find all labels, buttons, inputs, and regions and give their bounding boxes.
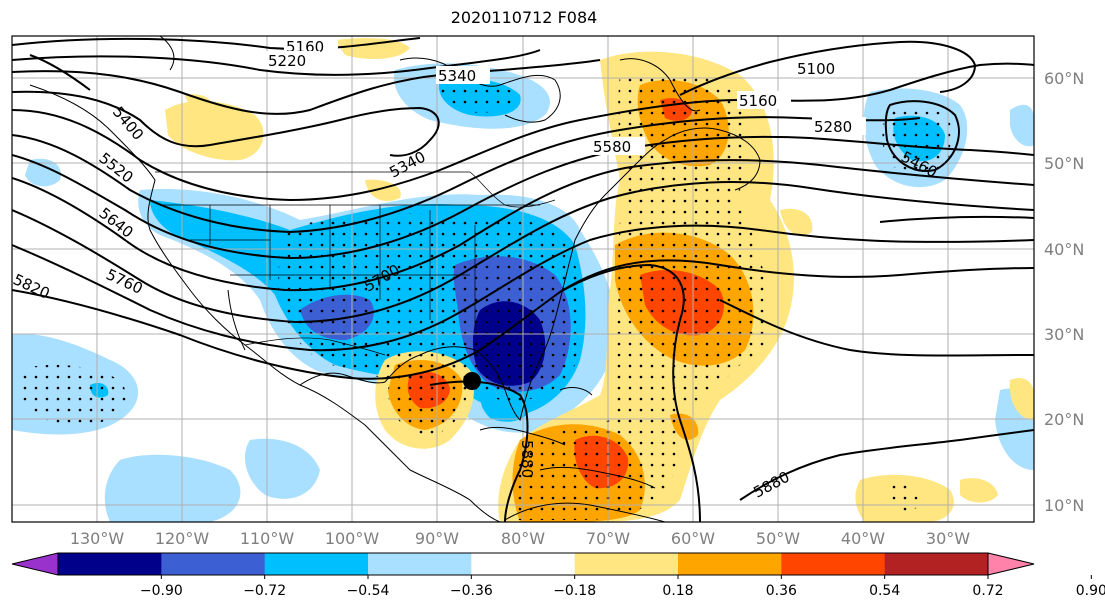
lat-tick-label: 10°N	[1044, 496, 1084, 515]
colorbar-segments	[58, 553, 989, 575]
colorbar: −0.90 −0.72 −0.54 −0.36 −0.18 0.18 0.36 0.54 0.7…	[11, 552, 1105, 599]
latitude-ticks: 60°N 50°N 40°N 30°N 20°N 10°N	[1044, 69, 1084, 515]
colorbar-segment	[884, 553, 989, 575]
colorbar-segment	[161, 553, 266, 575]
colorbar-tick-label: 0.90	[1076, 583, 1105, 599]
lat-tick-label: 60°N	[1044, 69, 1084, 88]
lon-tick-label: 60°W	[671, 529, 715, 548]
colorbar-tick-label: −0.36	[450, 583, 493, 599]
map-title: 2020110712 F084	[450, 8, 598, 27]
lon-tick-label: 110°W	[240, 529, 295, 548]
height-contours	[12, 37, 1034, 522]
colorbar-segment	[58, 553, 162, 575]
storm-center-marker	[463, 372, 481, 390]
colorbar-tick-label: −0.90	[140, 583, 183, 599]
lat-tick-label: 20°N	[1044, 410, 1084, 429]
colorbar-tick-label: 0.54	[869, 583, 900, 599]
contour-label: 5880	[518, 440, 536, 478]
colorbar-segment	[264, 553, 369, 575]
lon-tick-label: 120°W	[155, 529, 210, 548]
gridlines	[12, 36, 1034, 522]
contour-label: 5160	[739, 92, 777, 110]
lon-tick-label: 30°W	[926, 529, 970, 548]
lat-tick-label: 50°N	[1044, 154, 1084, 173]
contour-label: 5580	[593, 138, 631, 156]
colorbar-tick-label: 0.36	[766, 583, 797, 599]
lat-tick-label: 40°N	[1044, 240, 1084, 259]
lon-tick-label: 70°W	[586, 529, 630, 548]
political-borders	[155, 171, 556, 356]
contour-label: 5340	[438, 67, 476, 85]
colorbar-tick-label: −0.72	[243, 583, 286, 599]
colorbar-tick-label: 0.72	[972, 583, 1003, 599]
colorbar-segment	[471, 553, 576, 575]
colorbar-segment	[574, 553, 679, 575]
colorbar-tick-label: −0.18	[553, 583, 596, 599]
colorbar-segment	[678, 553, 782, 575]
lon-tick-label: 100°W	[325, 529, 380, 548]
colorbar-ticks: −0.90 −0.72 −0.54 −0.36 −0.18 0.18 0.36 0.54 0.7…	[140, 575, 1105, 599]
contour-label: 5220	[268, 52, 306, 70]
contour-label: 5280	[814, 118, 852, 136]
colorbar-segment	[781, 553, 886, 575]
longitude-ticks: 130°W 120°W 110°W 100°W 90°W 80°W 70°W 6…	[70, 529, 970, 548]
lat-tick-label: 30°N	[1044, 325, 1084, 344]
contour-label: 5100	[797, 60, 835, 78]
lon-tick-label: 40°W	[841, 529, 885, 548]
lon-tick-label: 90°W	[415, 529, 459, 548]
colorbar-tick-label: −0.54	[347, 583, 390, 599]
lon-tick-label: 50°W	[756, 529, 800, 548]
lon-tick-label: 80°W	[501, 529, 545, 548]
lon-tick-label: 130°W	[70, 529, 125, 548]
colorbar-extend-low	[12, 553, 58, 575]
colorbar-tick-label: 0.18	[662, 583, 693, 599]
colorbar-segment	[368, 553, 472, 575]
colorbar-extend-high	[988, 553, 1034, 575]
map-frame	[11, 35, 1035, 523]
